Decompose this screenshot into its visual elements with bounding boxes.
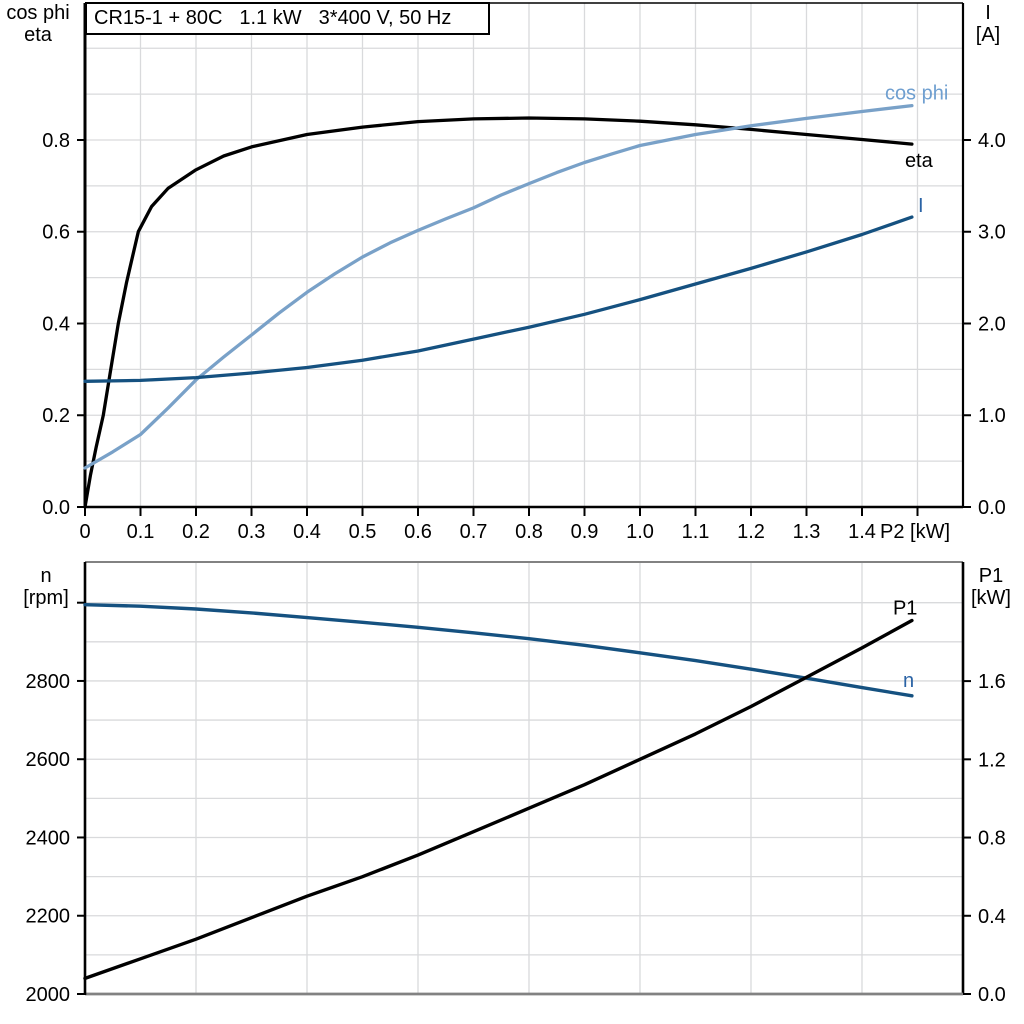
x-tick-label: 0.3 (238, 521, 266, 543)
bottom-left-axis-title: n [rpm] (8, 565, 84, 609)
axis-title-speed-unit: [rpm] (23, 587, 69, 609)
y-left-tick-label: 0.6 (42, 222, 70, 244)
axis-title-current: I (985, 2, 991, 24)
y-right-tick-label: 0.0 (978, 497, 1006, 519)
curve-label-cos-phi: cos phi (885, 83, 948, 105)
axis-title-p1-unit: [kW] (971, 587, 1011, 609)
y-left-tick-label: 2600 (26, 749, 71, 771)
x-tick-label: 0.5 (349, 521, 377, 543)
y-left-tick-label: 0.4 (42, 313, 70, 335)
axis-title-eta: eta (24, 24, 52, 46)
x-tick-label: 1.4 (848, 521, 876, 543)
y-left-tick-label: 0.2 (42, 405, 70, 427)
x-tick-label: 0.1 (127, 521, 155, 543)
x-tick-label: 0 (79, 521, 90, 543)
y-right-tick-label: 0.0 (978, 984, 1006, 1006)
y-right-tick-label: 0.4 (978, 906, 1006, 928)
curve-label-P1: P1 (893, 597, 917, 619)
curve-eta (83, 116, 914, 509)
x-tick-label: 0.7 (460, 521, 488, 543)
y-right-tick-label: 4.0 (978, 130, 1006, 152)
y-right-tick-label: 0.8 (978, 828, 1006, 850)
y-right-tick-label: 1.2 (978, 749, 1006, 771)
top-right-axis-title: I [A] (962, 2, 1014, 46)
y-right-tick-label: 2.0 (978, 313, 1006, 335)
y-left-tick-label: 2400 (26, 827, 71, 849)
x-tick-label: 0.9 (571, 521, 599, 543)
x-tick-label: 0.2 (182, 521, 210, 543)
title-supply: 3*400 V, 50 Hz (318, 7, 452, 29)
x-tick-label: 0.6 (404, 521, 432, 543)
y-left-tick-label: 2000 (26, 984, 71, 1006)
axis-title-speed: n (40, 565, 52, 587)
axis-title-p1: P1 (978, 565, 1004, 587)
curve-P1 (83, 618, 914, 981)
x-tick-label: 1.2 (737, 521, 765, 543)
x-tick-label: 1.3 (793, 521, 821, 543)
title-power: 1.1 kW (239, 7, 302, 29)
axis-title-cos-phi: cos phi (6, 2, 70, 24)
curve-cos-phi (83, 103, 914, 470)
curve-label-I: I (918, 195, 924, 217)
chart-title-box: CR15-1 + 80C 1.1 kW 3*400 V, 50 Hz (85, 2, 490, 35)
top-left-axis-title: cos phi eta (0, 2, 76, 46)
bottom-chart-plot: 2000 2200 2400 2600 2800 0.0 0.4 0.8 1.2 1.6 n P1 (26, 561, 1006, 1006)
x-axis-unit-label: P2 [kW] (880, 521, 950, 543)
top-chart-plot: 0 0.1 0.2 0.3 0.4 0.5 0.6 0.7 0.8 0.9 1.0 1.1 1.2 1.3… (42, 2, 1006, 543)
y-left-tick-label: 0.0 (42, 497, 70, 519)
curve-I (83, 215, 914, 383)
y-left-tick-label: 0.8 (42, 130, 70, 152)
axis-title-current-unit: [A] (975, 24, 1001, 46)
x-tick-label: 0.8 (515, 521, 543, 543)
title-model: CR15-1 + 80C (94, 7, 223, 29)
y-right-tick-label: 1.0 (978, 405, 1006, 427)
y-left-tick-label: 2200 (26, 906, 71, 928)
x-tick-label: 1.1 (682, 521, 710, 543)
x-tick-label: 1.0 (626, 521, 654, 543)
y-right-tick-label: 3.0 (978, 222, 1006, 244)
curve-n (83, 603, 914, 698)
x-tick-label: 0.4 (293, 521, 321, 543)
curve-label-eta: eta (905, 150, 934, 172)
bottom-right-axis-title: P1 [kW] (962, 565, 1020, 609)
y-right-tick-label: 1.6 (978, 671, 1006, 693)
y-left-tick-label: 2800 (26, 671, 71, 693)
curve-label-n: n (903, 670, 914, 692)
